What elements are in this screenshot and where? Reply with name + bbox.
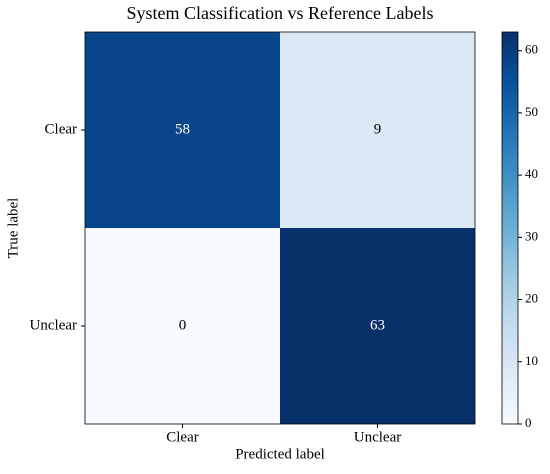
- cell-value-label: 58: [175, 121, 190, 137]
- chart-title: System Classification vs Reference Label…: [127, 3, 434, 23]
- colorbar-tick-label: 20: [525, 291, 538, 306]
- colorbar: [501, 31, 519, 425]
- colorbar-tick-label: 0: [525, 415, 532, 430]
- cell-value-label: 0: [179, 317, 187, 333]
- x-tick-label: Clear: [166, 429, 198, 445]
- heatmap-cell: [280, 228, 475, 424]
- y-tick-label: Unclear: [30, 317, 77, 333]
- heatmap-cell: [280, 32, 475, 228]
- x-tick-label: Unclear: [354, 429, 401, 445]
- colorbar-tick-label: 60: [525, 42, 538, 57]
- plot-frame: [84, 31, 476, 425]
- cell-value-label: 9: [374, 121, 382, 137]
- cell-value-label: 63: [370, 317, 385, 333]
- colorbar-tick-label: 40: [525, 166, 538, 181]
- heatmap-cell: [85, 32, 280, 228]
- colorbar-tick-label: 50: [525, 104, 538, 119]
- colorbar-tick-label: 10: [525, 353, 538, 368]
- y-tick-label: Clear: [45, 121, 77, 137]
- heatmap-cell: [85, 228, 280, 424]
- colorbar-tick-label: 30: [525, 228, 538, 243]
- x-axis-label: Predicted label: [235, 446, 325, 462]
- y-axis-label: True label: [5, 198, 21, 259]
